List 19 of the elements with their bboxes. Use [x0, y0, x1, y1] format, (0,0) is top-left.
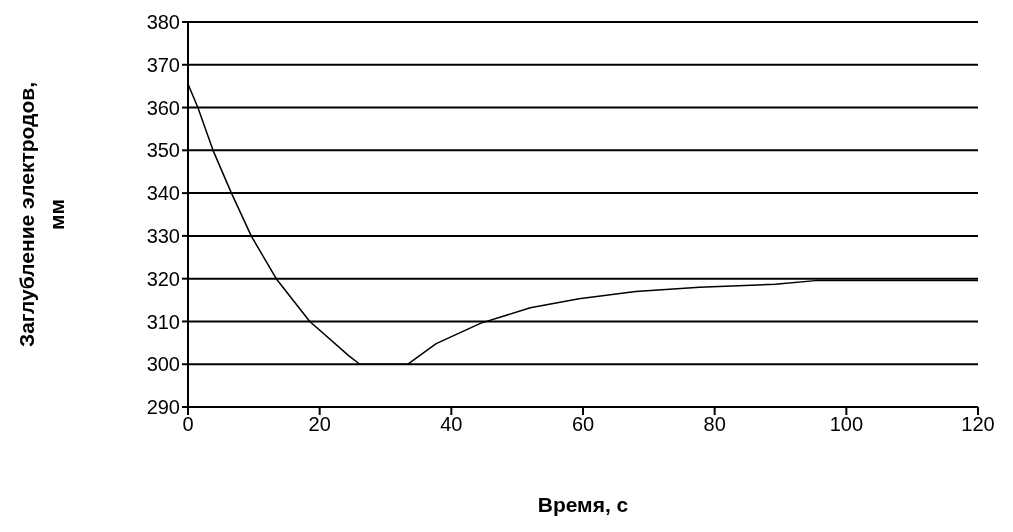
y-tick-label: 350 [146, 139, 180, 162]
y-tick-label: 380 [146, 11, 180, 34]
x-axis-title: Время, с [537, 493, 629, 516]
x-tick-label: 0 [182, 413, 194, 436]
y-axis-title: Заглубление электродов, мм [15, 82, 68, 347]
y-tick-label: 330 [146, 224, 180, 247]
y-tick-label: 370 [146, 53, 180, 76]
y-tick-label: 290 [146, 396, 180, 419]
x-tick-label: 20 [308, 413, 331, 436]
y-tick-label: 300 [146, 353, 180, 376]
x-tick-label: 100 [829, 413, 864, 436]
y-tick-label: 340 [146, 182, 180, 205]
x-tick-label: 80 [703, 413, 726, 436]
x-tick-label: 120 [961, 413, 995, 436]
x-tick-label: 40 [440, 413, 463, 436]
x-tick-label: 60 [571, 413, 595, 436]
y-tick-label: 360 [146, 96, 180, 119]
y-tick-label: 320 [146, 267, 180, 290]
y-tick-label: 310 [146, 310, 180, 333]
